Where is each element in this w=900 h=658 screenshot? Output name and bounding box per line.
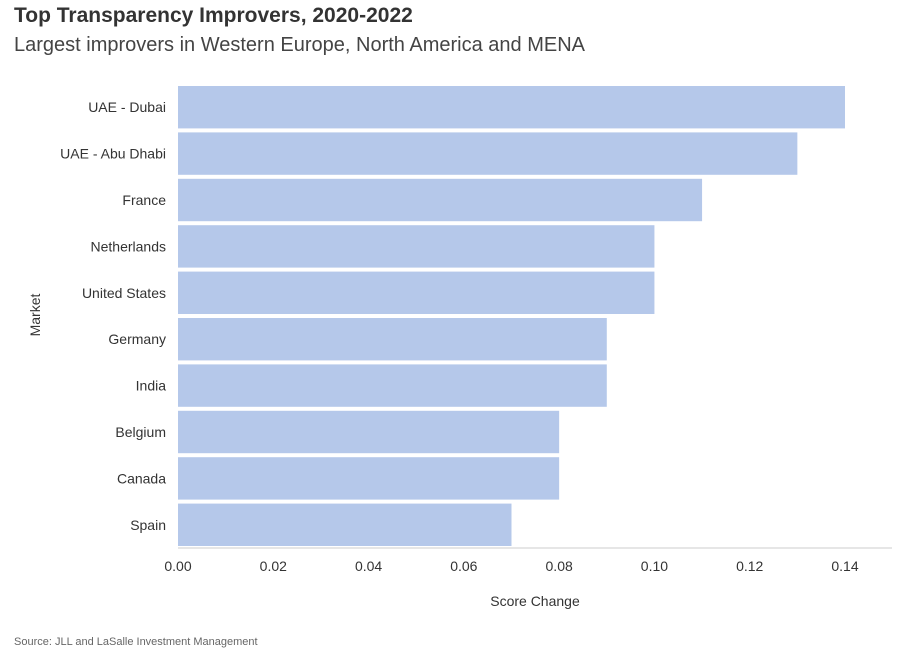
x-axis-title: Score Change — [490, 593, 580, 609]
bar-united-states — [178, 271, 655, 314]
chart-title: Top Transparency Improvers, 2020-2022 — [14, 4, 413, 27]
bar-group — [178, 86, 845, 546]
bar-belgium — [178, 410, 560, 454]
category-label: Canada — [117, 470, 166, 486]
x-tick-label: 0.12 — [736, 558, 763, 574]
x-tick-label: 0.02 — [260, 558, 287, 574]
x-tick-label: 0.00 — [164, 558, 191, 574]
x-tick-label: 0.14 — [831, 558, 858, 574]
bar-canada — [178, 457, 560, 500]
x-tick-label: 0.10 — [641, 558, 668, 574]
x-tick-label: 0.06 — [450, 558, 477, 574]
category-label: Spain — [130, 517, 166, 533]
bar-spain — [178, 503, 512, 546]
category-labels: UAE - Dubai UAE - Abu Dhabi France Netherla… — [60, 99, 166, 533]
x-tick-label: 0.08 — [546, 558, 573, 574]
bar-germany — [178, 318, 607, 361]
bar-uae-abu-dhabi — [178, 132, 798, 175]
category-label: UAE - Dubai — [88, 99, 166, 115]
chart-subtitle: Largest improvers in Western Europe, Nor… — [14, 34, 585, 56]
bar-netherlands — [178, 225, 655, 268]
x-axis-ticks: 0.00 0.02 0.04 0.06 0.08 0.10 0.12 0.14 — [164, 558, 858, 574]
y-axis-title: Market — [27, 294, 43, 337]
category-label: India — [136, 378, 167, 394]
bar-uae-dubai — [178, 86, 845, 129]
category-label: Germany — [108, 331, 166, 347]
source-note: Source: JLL and LaSalle Investment Manag… — [14, 636, 258, 648]
bar-india — [178, 364, 607, 407]
x-tick-label: 0.04 — [355, 558, 382, 574]
category-label: UAE - Abu Dhabi — [60, 146, 166, 162]
category-label: Belgium — [115, 424, 166, 440]
category-label: France — [122, 192, 166, 208]
category-label: United States — [82, 285, 166, 301]
category-label: Netherlands — [91, 238, 167, 254]
bar-france — [178, 178, 703, 222]
